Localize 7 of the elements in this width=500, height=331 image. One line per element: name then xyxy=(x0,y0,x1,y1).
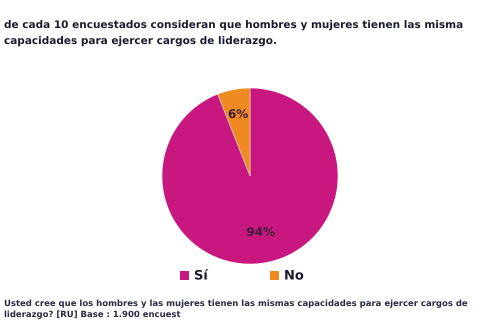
data-label: 94% xyxy=(246,225,276,240)
pie-slice xyxy=(162,88,338,264)
data-label: 6% xyxy=(228,106,248,121)
legend-label: No xyxy=(284,268,304,284)
text: Usted cree que los hombres y las mujeres tienen las mismas capacidades para ejercer cargos de liderazgo? [RU] Base : 1.900 encuest xyxy=(4,299,468,320)
chart-title: de cada 10 encuestados consideran que hombres y mujeres tienen las misma capacidades para ejercer cargos de liderazgo. xyxy=(4,19,464,47)
legend-label: Sí xyxy=(194,268,210,284)
